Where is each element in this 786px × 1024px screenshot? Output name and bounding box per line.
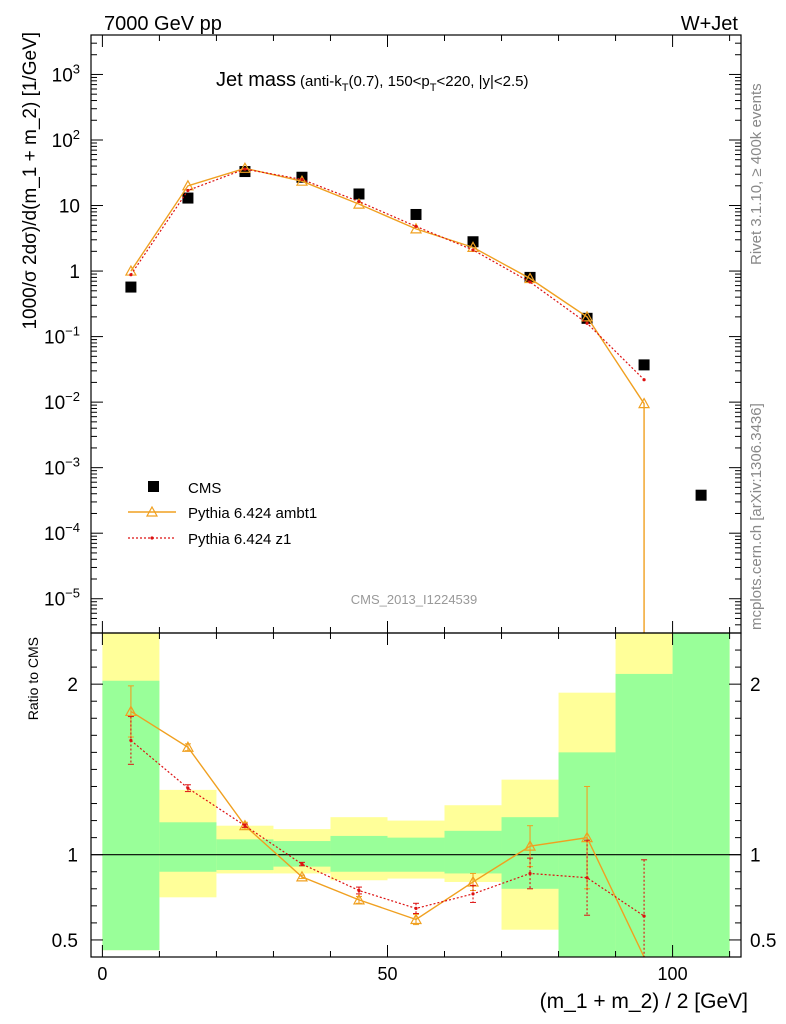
- legend-z1-marker: [150, 536, 154, 540]
- cms-data-point: [695, 489, 707, 501]
- ratio-ambt1-line: [130, 710, 645, 958]
- ratio-ambt1-point: [352, 893, 366, 905]
- ratio-band-green: [615, 673, 673, 957]
- ratio-band-green: [159, 822, 217, 872]
- z1-point: [129, 273, 133, 277]
- cms-data-point: [182, 192, 194, 204]
- main-y-tick-label: 10−1: [44, 324, 80, 349]
- ratio-z1-point: [585, 876, 589, 880]
- legend-cms-label: CMS: [188, 480, 221, 497]
- legend-ambt1-label: Pythia 6.424 ambt1: [188, 505, 317, 522]
- ratio-z1-point: [300, 862, 304, 866]
- ratio-z1-point: [414, 906, 418, 911]
- ratio-z1-point: [357, 888, 361, 893]
- cms-data-point: [581, 312, 593, 324]
- rivet-label: Rivet 3.1.10, ≥ 400k events: [748, 83, 765, 265]
- ratio-y-axis-label: Ratio to CMS: [25, 637, 41, 720]
- main-y-tick-label: 10−3: [44, 455, 80, 480]
- ratio-panel: [91, 633, 741, 958]
- z1-point: [585, 321, 589, 325]
- z1-point: [642, 378, 646, 382]
- ratio-y-tick-label-right: 2: [750, 675, 761, 696]
- ambt1-line: [130, 167, 645, 633]
- z1-point: [357, 199, 361, 204]
- z1-point: [186, 188, 190, 193]
- ambt1-point: [238, 162, 251, 173]
- x-tick-label: 0: [97, 964, 107, 984]
- main-y-tick-label: 103: [52, 61, 80, 86]
- ratio-ambt1-point: [409, 913, 423, 925]
- ratio-z1-line: [130, 739, 645, 917]
- main-y-tick-label: 10: [59, 197, 80, 218]
- legend-cms-marker: [148, 481, 159, 492]
- x-axis-label: (m_1 + m_2) / 2 [GeV]: [540, 990, 748, 1013]
- main-y-axis-label: 1000/σ 2dσ)/d(m_1 + m_2) [1/GeV]: [20, 32, 41, 330]
- ratio-ambt1-point: [124, 705, 137, 717]
- ratio-z1-point: [528, 871, 532, 876]
- ratio-z1-point: [129, 738, 133, 743]
- energy-label: 7000 GeV pp: [104, 13, 222, 35]
- ambt1-point: [638, 397, 651, 409]
- ratio-ambt1-point: [238, 819, 251, 831]
- ratio-band-green: [672, 633, 730, 957]
- main-y-tick-label: 10−2: [44, 389, 80, 414]
- analysis-id: CMS_2013_I1224539: [351, 592, 478, 607]
- x-tick-label: 50: [377, 964, 397, 984]
- ratio-ambt1-point: [181, 741, 194, 752]
- process-label: W+Jet: [681, 13, 739, 35]
- legend-ambt1-marker: [145, 505, 159, 517]
- ratio-frame: [90, 632, 742, 958]
- z1-point: [300, 177, 304, 182]
- ratio-y-tick-label-left: 0.5: [52, 931, 78, 952]
- ratio-ambt1-point: [295, 870, 308, 882]
- main-y-tick-label: 10−4: [44, 520, 80, 545]
- main-y-tick-label: 1: [69, 262, 80, 283]
- main-panel: [124, 162, 707, 633]
- cms-data-point: [239, 166, 251, 178]
- ambt1-point: [295, 174, 308, 186]
- z1-point: [414, 224, 418, 229]
- x-tick-label: 100: [658, 964, 688, 984]
- cms-data-point: [524, 271, 536, 283]
- ratio-z1-point: [642, 914, 646, 918]
- ratio-y-tick-label-right: 0.5: [750, 931, 776, 952]
- axes: 0 50 100 10−5 10−4 10−3 10−2 10−1 1 10 102 103 0.5 0.…: [44, 34, 776, 984]
- cms-data-point: [410, 208, 422, 220]
- cms-data-point: [353, 188, 365, 200]
- ratio-z1-point: [186, 786, 190, 790]
- main-y-tick-label: 102: [52, 127, 80, 152]
- cms-data-point: [638, 359, 650, 371]
- main-y-tick-label: 10−5: [44, 586, 80, 611]
- plot-title: Jet mass (anti-kT(0.7), 150<pT<220, |y|<2…: [216, 69, 529, 94]
- z1-point: [528, 280, 532, 284]
- ratio-y-tick-label-right: 1: [750, 846, 761, 867]
- ratio-y-tick-label-left: 2: [67, 675, 78, 696]
- ambt1-point: [409, 222, 423, 234]
- ratio-ambt1-point: [524, 839, 537, 851]
- ratio-z1-point: [471, 892, 475, 896]
- z1-point: [243, 167, 247, 171]
- legend-z1-label: Pythia 6.424 z1: [188, 531, 291, 548]
- mcplots-label: mcplots.cern.ch [arXiv:1306.3436]: [748, 403, 765, 630]
- z1-line: [130, 168, 645, 381]
- ambt1-point: [352, 197, 366, 209]
- ratio-band-green: [330, 835, 388, 872]
- ratio-z1-point: [243, 824, 247, 828]
- ratio-band-green: [444, 830, 502, 874]
- ambt1-point: [581, 310, 594, 322]
- legend: CMS Pythia 6.424 ambt1 Pythia 6.424 z1: [128, 480, 317, 548]
- z1-point: [471, 248, 475, 252]
- cms-data-point: [125, 281, 137, 293]
- ratio-y-tick-label-left: 1: [67, 846, 78, 867]
